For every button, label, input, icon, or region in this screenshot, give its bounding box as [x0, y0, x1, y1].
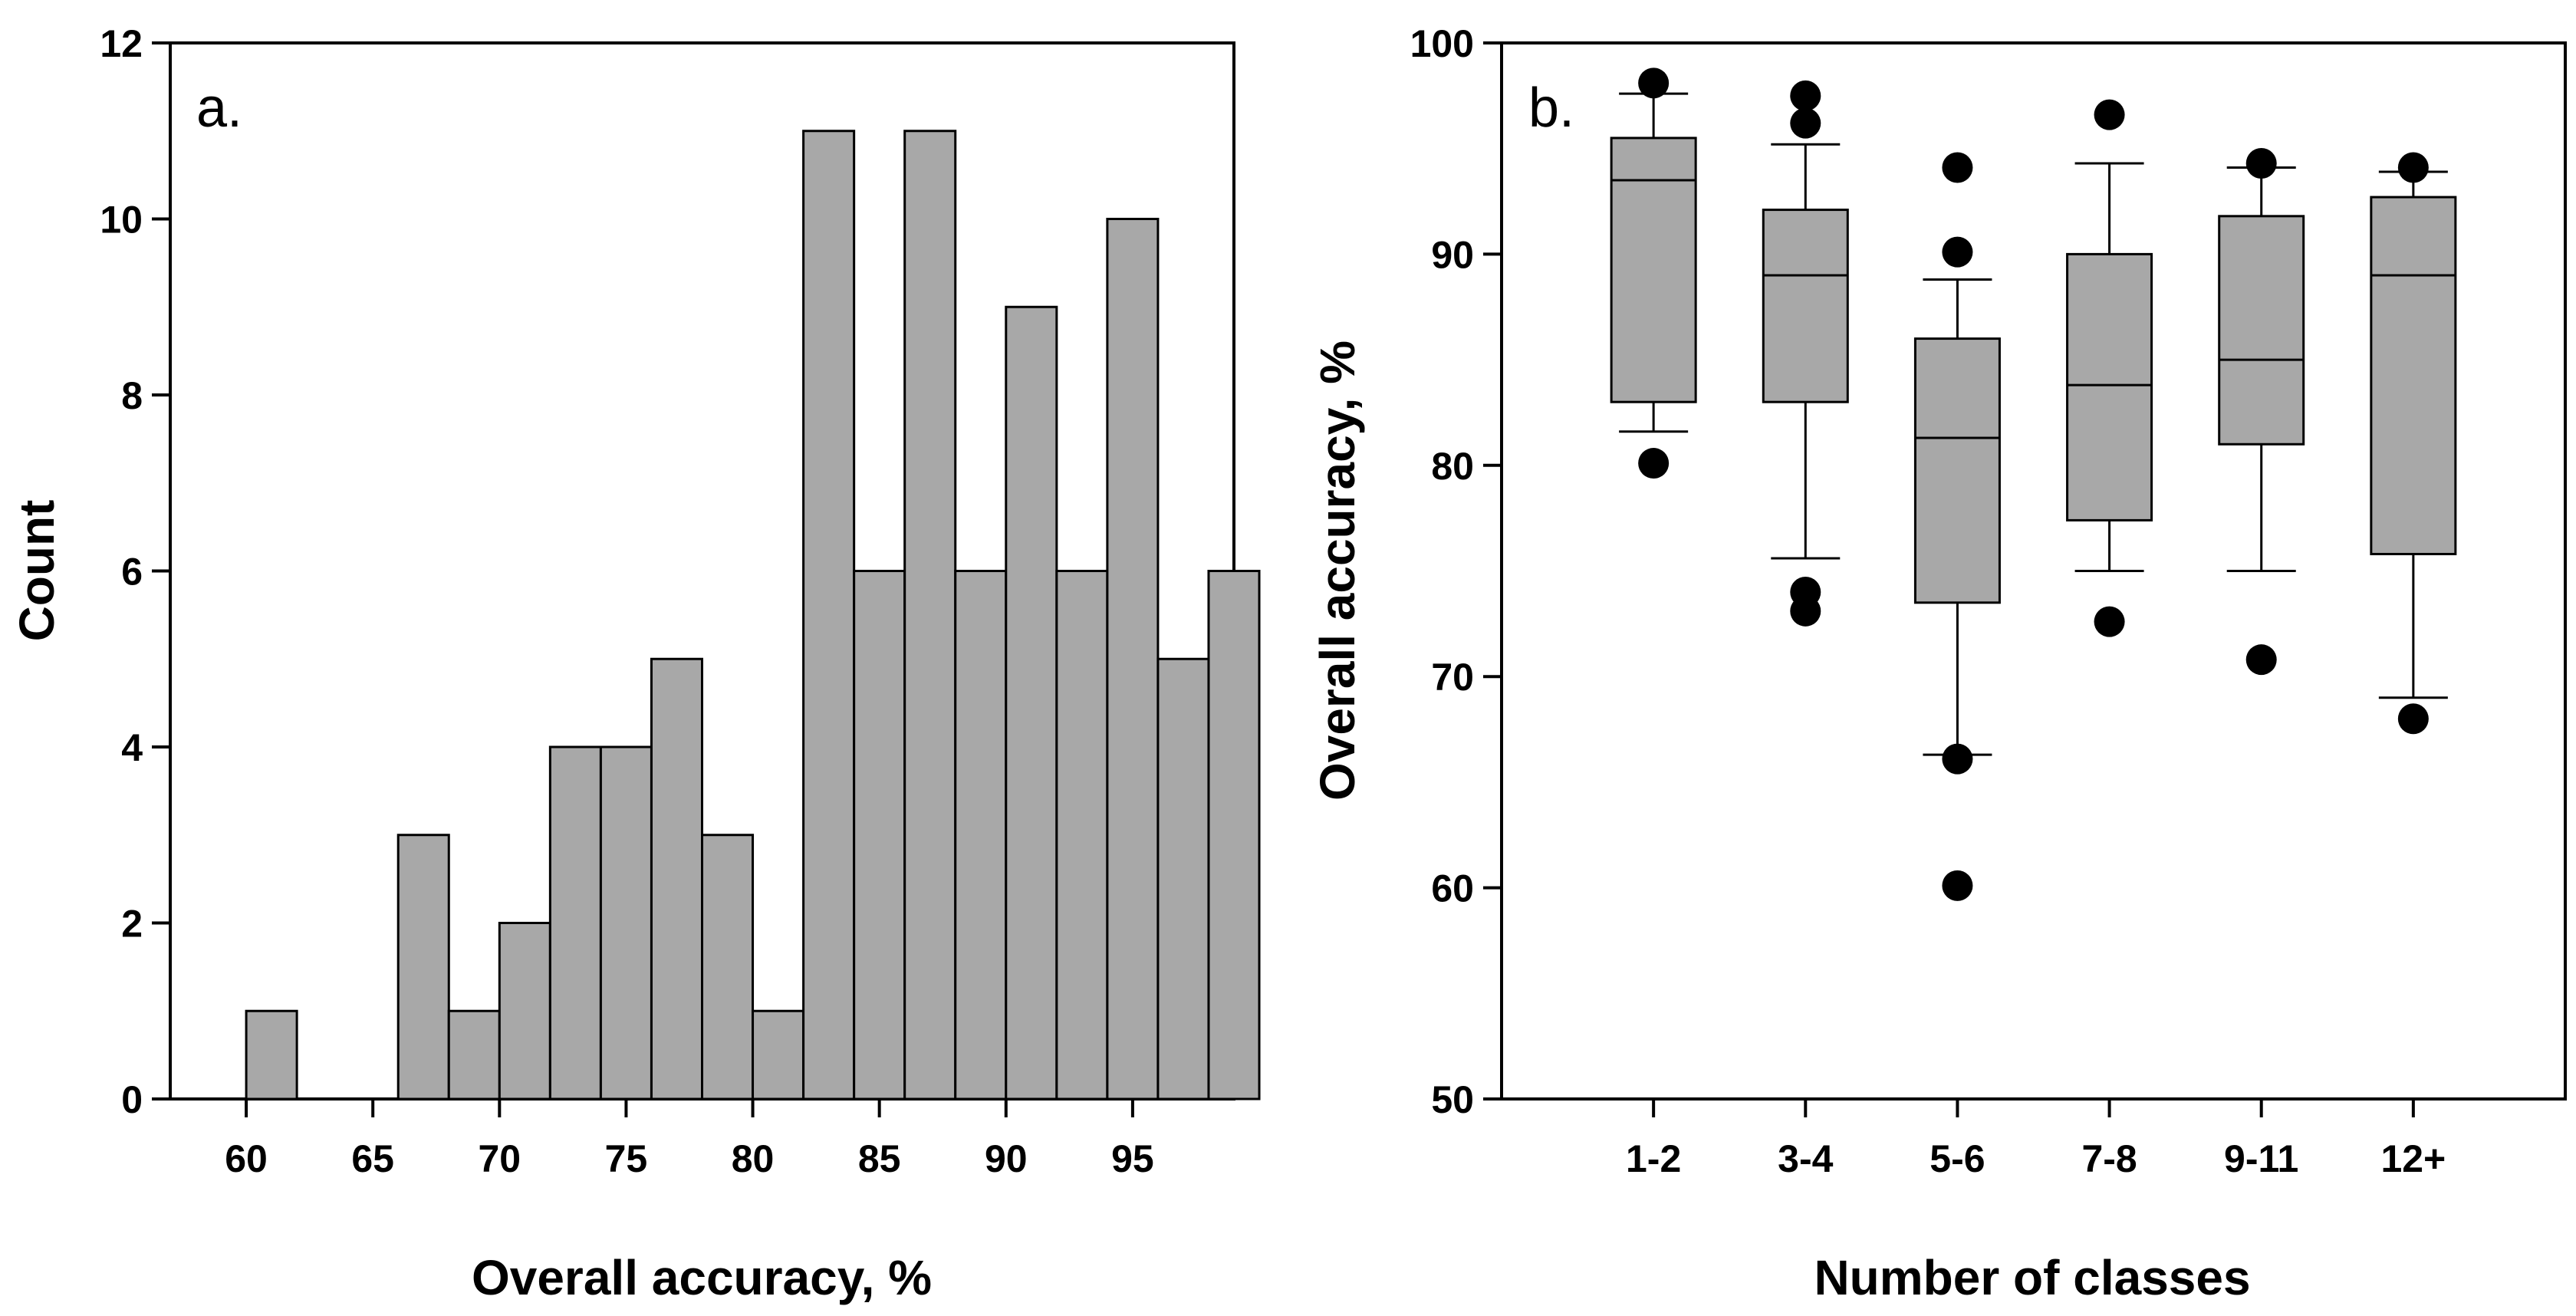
boxplot-x-axis-title: Number of classes — [1814, 1250, 2250, 1305]
histogram-bar — [802, 130, 856, 1101]
histogram-x-axis-title: Overall accuracy, % — [472, 1250, 932, 1305]
histogram-bar — [1106, 218, 1160, 1101]
x-tick-label: 12+ — [2380, 1137, 2446, 1180]
histogram-panel: 0 2 4 6 8 10 12 60 65 70 75 80 85 90 95 a. Overall acc… — [9, 22, 1261, 1305]
x-tick-label: 3-4 — [1778, 1137, 1833, 1180]
histogram-bar — [548, 745, 602, 1101]
box-group — [1610, 67, 1697, 479]
box-iqr — [1913, 337, 2001, 604]
y-tick-label: 12 — [100, 22, 143, 65]
y-tick-label: 60 — [1431, 867, 1474, 910]
y-tick-label: 8 — [121, 374, 143, 417]
boxplot-axes: 50 60 70 80 90 100 1-2 3-4 5-6 7-8 9-11 12+ — [1410, 22, 2446, 1180]
histogram-bar — [903, 130, 957, 1101]
histogram-bar — [1156, 657, 1210, 1101]
boxplot-frame — [1500, 41, 2567, 1101]
box-iqr — [2370, 196, 2457, 555]
histogram-bar — [701, 834, 755, 1101]
x-tick-label: 85 — [858, 1137, 901, 1180]
outlier-point — [1942, 870, 1973, 901]
histogram-bar — [1207, 570, 1261, 1101]
histogram-bar — [1005, 305, 1058, 1101]
histogram-bar — [1055, 570, 1109, 1101]
boxplot-panel: 50 60 70 80 90 100 1-2 3-4 5-6 7-8 9-11 12+ b. Numb… — [1310, 22, 2567, 1305]
outlier-point — [1790, 107, 1821, 139]
histogram-bar — [447, 1009, 501, 1101]
y-tick-label: 80 — [1431, 445, 1474, 488]
y-tick-label: 6 — [121, 551, 143, 594]
outlier-point — [1638, 448, 1670, 479]
outlier-point — [1942, 743, 1973, 775]
x-tick-label: 95 — [1111, 1137, 1154, 1180]
histogram-bar — [853, 570, 906, 1101]
x-tick-label: 90 — [985, 1137, 1028, 1180]
box-iqr — [1762, 209, 1849, 403]
x-tick-label: 7-8 — [2081, 1137, 2137, 1180]
histogram-axes: 0 2 4 6 8 10 12 60 65 70 75 80 85 90 95 — [100, 22, 1153, 1180]
box-group — [2066, 99, 2153, 637]
histogram-bars — [245, 130, 1261, 1101]
x-tick-label: 75 — [605, 1137, 648, 1180]
y-tick-label: 10 — [100, 199, 143, 242]
outlier-point — [1790, 595, 1821, 627]
box-group — [1913, 152, 2001, 901]
outlier-point — [2245, 147, 2277, 179]
histogram-bar — [954, 570, 1008, 1101]
outlier-point — [2245, 644, 2277, 676]
box-group — [2370, 152, 2457, 735]
x-tick-label: 60 — [225, 1137, 268, 1180]
panel-b-label: b. — [1528, 77, 1574, 139]
box-group — [2218, 147, 2305, 676]
histogram-bar — [599, 745, 653, 1101]
x-tick-label: 80 — [732, 1137, 775, 1180]
outlier-point — [2094, 606, 2125, 637]
outlier-point — [1638, 67, 1670, 99]
histogram-bar — [650, 657, 704, 1101]
histogram-bar — [752, 1009, 805, 1101]
y-tick-label: 4 — [121, 726, 143, 769]
histogram-y-axis-title: Count — [9, 500, 64, 642]
outlier-point — [1942, 152, 1973, 183]
y-tick-label: 2 — [121, 903, 143, 946]
histogram-bar — [245, 1009, 298, 1101]
x-tick-label: 70 — [478, 1137, 521, 1180]
x-tick-label: 1-2 — [1626, 1137, 1681, 1180]
outlier-point — [1942, 236, 1973, 268]
y-tick-label: 90 — [1431, 233, 1474, 276]
y-tick-label: 70 — [1431, 656, 1474, 699]
box-iqr — [2066, 252, 2153, 521]
y-tick-label: 100 — [1410, 22, 1474, 65]
boxplot-y-axis-title: Overall accuracy, % — [1310, 341, 1365, 801]
y-tick-label: 50 — [1431, 1078, 1474, 1121]
box-iqr — [1610, 137, 1697, 403]
x-tick-label: 5-6 — [1930, 1137, 1985, 1180]
outlier-point — [2094, 99, 2125, 130]
box-group — [1762, 80, 1849, 627]
histogram-bar — [396, 834, 450, 1101]
outlier-point — [2397, 703, 2429, 735]
boxplot-boxes — [1610, 67, 2457, 901]
x-tick-label: 65 — [351, 1137, 394, 1180]
histogram-bar — [498, 922, 551, 1101]
y-tick-label: 0 — [121, 1078, 143, 1121]
x-tick-label: 9-11 — [2224, 1137, 2298, 1180]
outlier-point — [1790, 80, 1821, 111]
box-iqr — [2218, 215, 2305, 446]
outlier-point — [2397, 152, 2429, 183]
panel-a-label: a. — [196, 77, 242, 139]
